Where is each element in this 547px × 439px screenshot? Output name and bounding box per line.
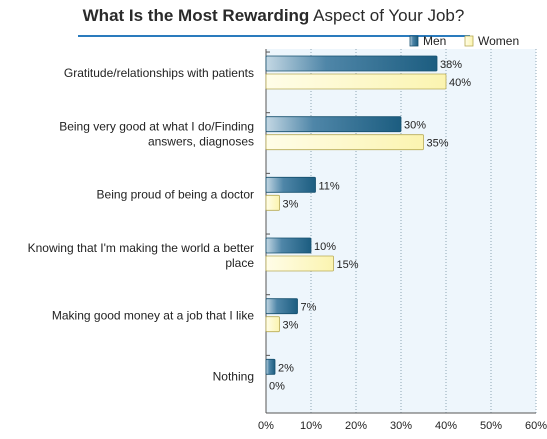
- category-label-line: Being very good at what I do/Finding: [59, 120, 254, 134]
- data-label: 7%: [301, 302, 317, 314]
- bar-men: [265, 176, 316, 193]
- data-label: 2%: [278, 362, 294, 374]
- bar-men: [265, 116, 402, 133]
- data-label: 10%: [314, 241, 336, 253]
- legend-swatch: [464, 35, 474, 47]
- chart-title-rest: Aspect of Your Job?: [309, 6, 465, 25]
- legend-label: Men: [423, 34, 446, 48]
- data-label: 11%: [319, 180, 340, 192]
- data-label: 3%: [283, 198, 299, 210]
- category-label-line: place: [225, 256, 254, 270]
- category-label: Gratitude/relationships with patients: [64, 66, 254, 80]
- chart-title: What Is the Most Rewarding Aspect of You…: [0, 6, 547, 26]
- x-tick-label: 30%: [390, 420, 412, 432]
- bar-men: [265, 358, 276, 375]
- x-tick-label: 0%: [258, 420, 274, 432]
- category-label: Nothing: [213, 369, 254, 383]
- data-label: 35%: [427, 138, 449, 150]
- bar-women: [265, 73, 447, 90]
- data-label: 0%: [269, 380, 285, 392]
- category-label-line: Knowing that I'm making the world a bett…: [28, 241, 254, 255]
- bar-men: [265, 237, 312, 254]
- category-label-line: Gratitude/relationships with patients: [64, 66, 254, 80]
- legend-swatch: [409, 35, 419, 47]
- category-label: Being very good at what I do/Finding answ…: [59, 120, 254, 149]
- legend-label: Women: [478, 34, 519, 48]
- data-label: 30%: [404, 120, 426, 132]
- bar-men: [265, 298, 298, 315]
- data-label: 40%: [449, 77, 471, 89]
- data-label: 15%: [337, 259, 359, 271]
- chart-title-bold: What Is the Most Rewarding: [82, 6, 310, 25]
- bar-men: [265, 55, 438, 72]
- category-label-line: Making good money at a job that I like: [52, 309, 254, 323]
- data-label: 38%: [440, 59, 462, 71]
- x-tick-label: 60%: [525, 420, 547, 432]
- x-tick-label: 50%: [480, 420, 502, 432]
- data-label: 3%: [283, 320, 299, 332]
- category-label-line: Nothing: [213, 369, 254, 383]
- category-label-line: Being proud of being a doctor: [97, 187, 254, 201]
- category-label: Making good money at a job that I like: [52, 309, 254, 323]
- x-tick-label: 10%: [300, 420, 322, 432]
- x-tick-label: 20%: [345, 420, 367, 432]
- bar-women: [265, 134, 424, 151]
- category-label-line: answers, diagnoses: [148, 135, 254, 149]
- bar-women: [265, 255, 334, 272]
- x-tick-label: 40%: [435, 420, 457, 432]
- title-underline: [78, 35, 470, 37]
- category-label: Knowing that I'm making the world a bett…: [28, 241, 255, 270]
- bar-women: [265, 194, 280, 211]
- bar-women: [265, 316, 280, 333]
- category-label: Being proud of being a doctor: [97, 187, 254, 201]
